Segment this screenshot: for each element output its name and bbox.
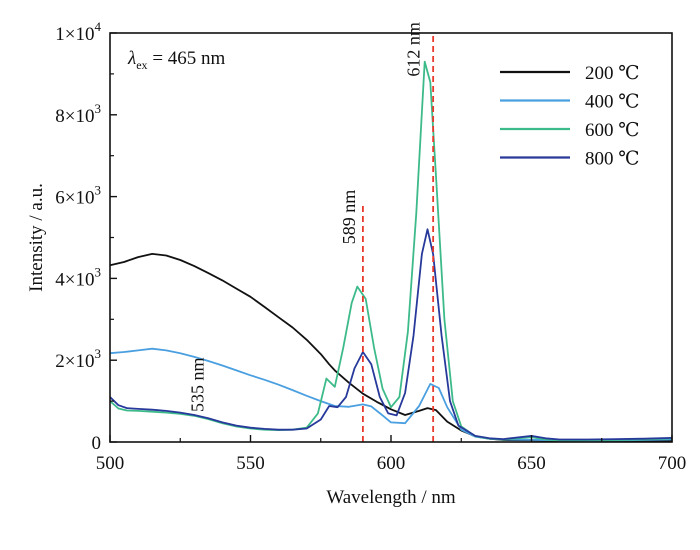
- y-tick-label: 8×103: [55, 101, 101, 127]
- y-tick-label: 2×103: [55, 346, 101, 372]
- series-line-4: [109, 228, 673, 441]
- peak-annotation: 535 nm: [187, 357, 207, 412]
- y-axis-title: Intensity / a.u.: [26, 183, 47, 292]
- excitation-wavelength-label: λex = 465 nm: [127, 48, 226, 72]
- x-tick-label: 500: [96, 453, 125, 474]
- y-axis: 0 2×103 4×103 6×103 8×103 1×104: [55, 19, 117, 454]
- y-tick-label: 6×103: [55, 183, 101, 209]
- peak-annotation: 612 nm: [404, 22, 424, 77]
- x-tick-label: 650: [517, 453, 546, 474]
- legend-label: 600 ℃: [585, 120, 640, 141]
- lambda-subscript: ex: [136, 58, 147, 72]
- legend-label: 200 ℃: [585, 63, 640, 84]
- y-tick-label: 0: [92, 433, 102, 454]
- x-tick-label: 600: [377, 453, 406, 474]
- peak-annotations: 535 nm 589 nm 612 nm: [187, 22, 423, 412]
- x-axis: 500 550 600 650 700: [96, 435, 687, 474]
- x-axis-title: Wavelength / nm: [326, 487, 456, 508]
- peak-annotation: 589 nm: [339, 190, 359, 245]
- y-tick-label: 1×104: [55, 19, 101, 45]
- lambda-symbol: λ: [127, 48, 136, 69]
- legend-label: 800 ℃: [585, 149, 640, 170]
- legend-label: 400 ℃: [585, 92, 640, 113]
- x-tick-label: 700: [658, 453, 687, 474]
- reference-line-layer: [361, 33, 435, 442]
- excitation-value: = 465 nm: [148, 48, 226, 69]
- y-tick-label: 4×103: [55, 264, 101, 290]
- legend: 200 ℃ 400 ℃ 600 ℃ 800 ℃: [500, 63, 640, 170]
- series-layer: [109, 60, 673, 442]
- x-tick-label: 550: [236, 453, 265, 474]
